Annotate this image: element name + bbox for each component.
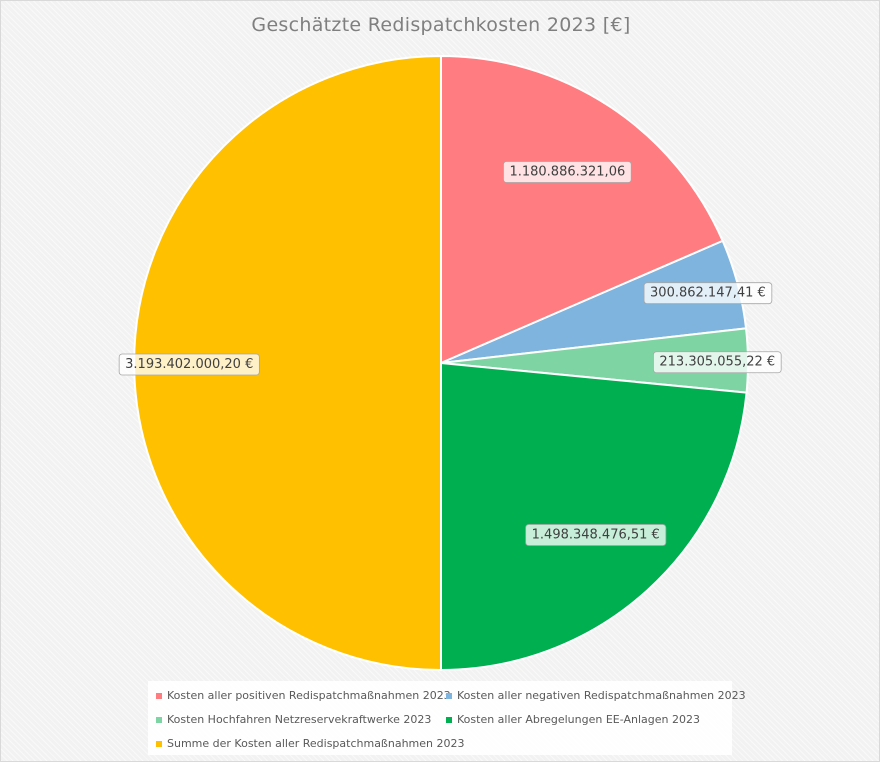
legend-label: Kosten aller Abregelungen EE-Anlagen 202… bbox=[457, 713, 700, 726]
svg-text:213.305.055,22 €: 213.305.055,22 € bbox=[659, 355, 775, 370]
legend-swatch bbox=[156, 692, 162, 699]
pie-slice-ee-abregelungen bbox=[440, 361, 748, 672]
legend-swatch bbox=[156, 740, 162, 747]
legend-item-netzreserve: Kosten Hochfahren Netzreservekraftwerke … bbox=[156, 713, 431, 726]
legend-swatch bbox=[446, 716, 452, 723]
svg-text:3.193.402.000,20 €: 3.193.402.000,20 € bbox=[125, 357, 253, 372]
legend-label: Summe der Kosten aller Redispatchmaßnahm… bbox=[167, 737, 465, 750]
legend-item-summe: Summe der Kosten aller Redispatchmaßnahm… bbox=[156, 737, 465, 750]
data-label-netzreserve: 213.305.055,22 € bbox=[653, 351, 782, 374]
legend-swatch bbox=[446, 692, 452, 699]
svg-text:300.862.147,41 €: 300.862.147,41 € bbox=[650, 286, 766, 301]
legend-swatch bbox=[156, 716, 162, 723]
data-label-positive-redispatch: 1.180.886.321,06 bbox=[503, 161, 632, 183]
data-label-ee-abregelungen: 1.498.348.476,51 € bbox=[525, 524, 667, 546]
data-label-negative-redispatch: 300.862.147,41 € bbox=[643, 282, 773, 305]
pie-slice-positive-redispatch bbox=[440, 54, 724, 365]
svg-text:1.180.886.321,06: 1.180.886.321,06 bbox=[509, 165, 625, 180]
legend-label: Kosten Hochfahren Netzreservekraftwerke … bbox=[167, 713, 432, 726]
legend-item-positive-redispatch: Kosten aller positiven Redispatchmaßnahm… bbox=[156, 689, 451, 702]
legend-label: Kosten aller positiven Redispatchmaßnahm… bbox=[167, 689, 451, 702]
legend-item-negative-redispatch: Kosten aller negativen Redispatchmaßnahm… bbox=[446, 689, 746, 702]
data-label-summe: 3.193.402.000,20 € bbox=[118, 353, 260, 376]
chart-legend: Kosten aller positiven Redispatchmaßnahm… bbox=[148, 681, 746, 755]
legend-label: Kosten aller negativen Redispatchmaßnahm… bbox=[457, 689, 746, 702]
svg-text:1.498.348.476,51 €: 1.498.348.476,51 € bbox=[532, 527, 660, 542]
chart-title: Geschätzte Redispatchkosten 2023 [€] bbox=[251, 14, 631, 36]
legend-item-ee-abregelungen: Kosten aller Abregelungen EE-Anlagen 202… bbox=[446, 713, 700, 726]
